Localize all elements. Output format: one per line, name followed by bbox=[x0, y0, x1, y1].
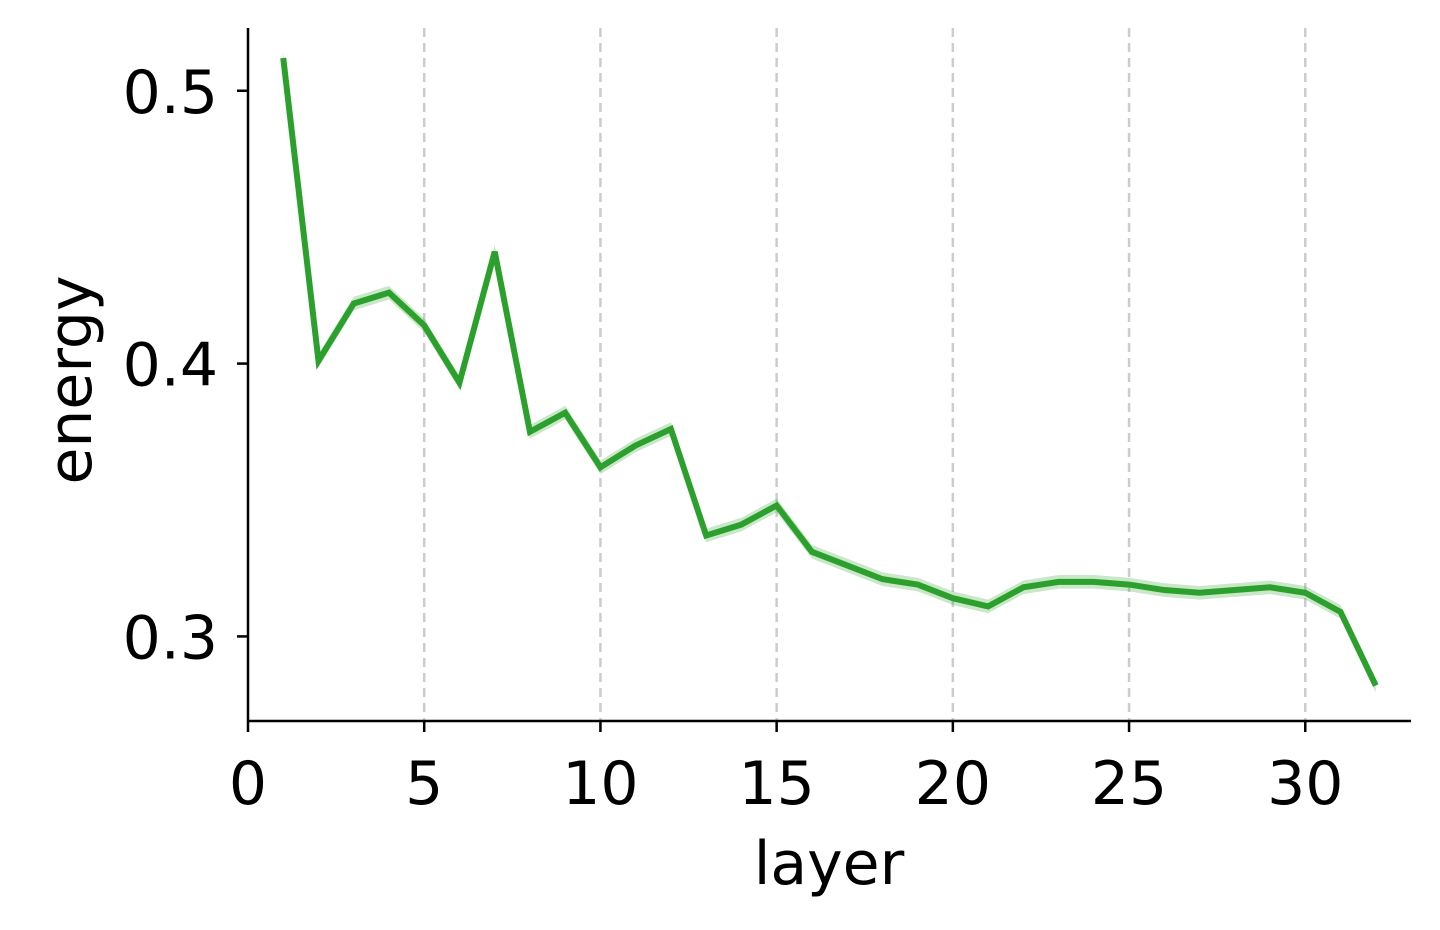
y-axis-label: energy bbox=[36, 275, 106, 484]
y-ticks: 0.3 0.4 0.5 bbox=[123, 58, 248, 673]
x-axis-label: layer bbox=[754, 829, 905, 899]
y-tick-label-0.5: 0.5 bbox=[123, 58, 218, 128]
grid-lines bbox=[422, 28, 1307, 721]
series-band-0 bbox=[283, 51, 1376, 693]
x-tick-label-25: 25 bbox=[1091, 749, 1167, 819]
x-tick-label-10: 10 bbox=[562, 749, 638, 819]
x-tick-label-20: 20 bbox=[915, 749, 991, 819]
x-tick-label-15: 15 bbox=[738, 749, 814, 819]
y-tick-label-0.3: 0.3 bbox=[123, 603, 218, 673]
x-ticks: 0 5 10 15 20 25 30 bbox=[229, 721, 1343, 819]
x-tick-label-0: 0 bbox=[229, 749, 267, 819]
y-tick-label-0.4: 0.4 bbox=[123, 331, 218, 401]
x-tick-label-30: 30 bbox=[1267, 749, 1343, 819]
series-layer bbox=[280, 51, 1379, 693]
x-tick-label-5: 5 bbox=[405, 749, 443, 819]
series-line-0 bbox=[280, 57, 1379, 687]
